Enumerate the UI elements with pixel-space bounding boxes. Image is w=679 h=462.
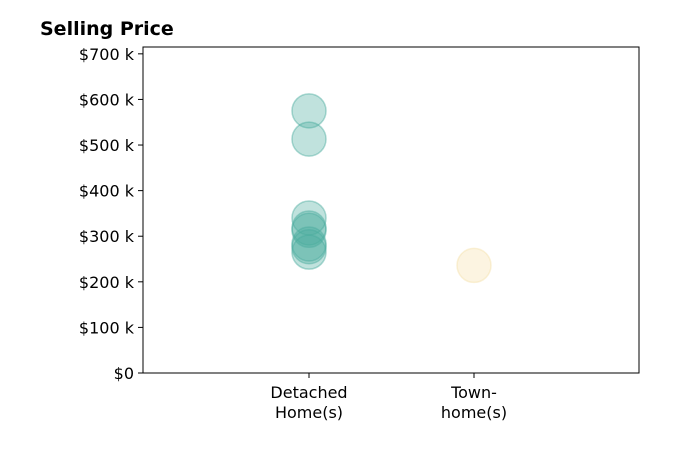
y-tick-label: $100 k bbox=[79, 318, 135, 337]
y-tick-label: $200 k bbox=[79, 273, 135, 292]
chart-title: Selling Price bbox=[40, 18, 174, 40]
plot-frame bbox=[142, 46, 640, 374]
data-point bbox=[291, 212, 327, 249]
data-points bbox=[291, 93, 492, 284]
data-point bbox=[291, 226, 327, 262]
y-tick-label: $400 k bbox=[79, 182, 135, 201]
data-point bbox=[291, 228, 327, 265]
x-axis: Detached Home(s) Town-home(s) bbox=[270, 373, 507, 422]
y-tick-label: $500 k bbox=[79, 136, 135, 155]
y-tick-label: $600 k bbox=[79, 90, 135, 109]
y-tick-label: $0 bbox=[114, 364, 134, 383]
x-tick-label: Town-home(s) bbox=[441, 383, 507, 422]
data-point bbox=[291, 93, 327, 129]
data-point bbox=[291, 210, 327, 246]
y-tick-label: $700 k bbox=[79, 45, 135, 64]
data-point bbox=[291, 200, 327, 236]
x-tick-label: Detached Home(s) bbox=[270, 383, 347, 422]
y-tick-label: $300 k bbox=[79, 227, 135, 246]
y-axis: $0 $100 k $200 k $300 k $400 k $500 k $600 k $7… bbox=[79, 45, 143, 383]
data-point bbox=[291, 121, 327, 157]
data-point bbox=[456, 247, 492, 284]
data-point bbox=[291, 234, 327, 270]
